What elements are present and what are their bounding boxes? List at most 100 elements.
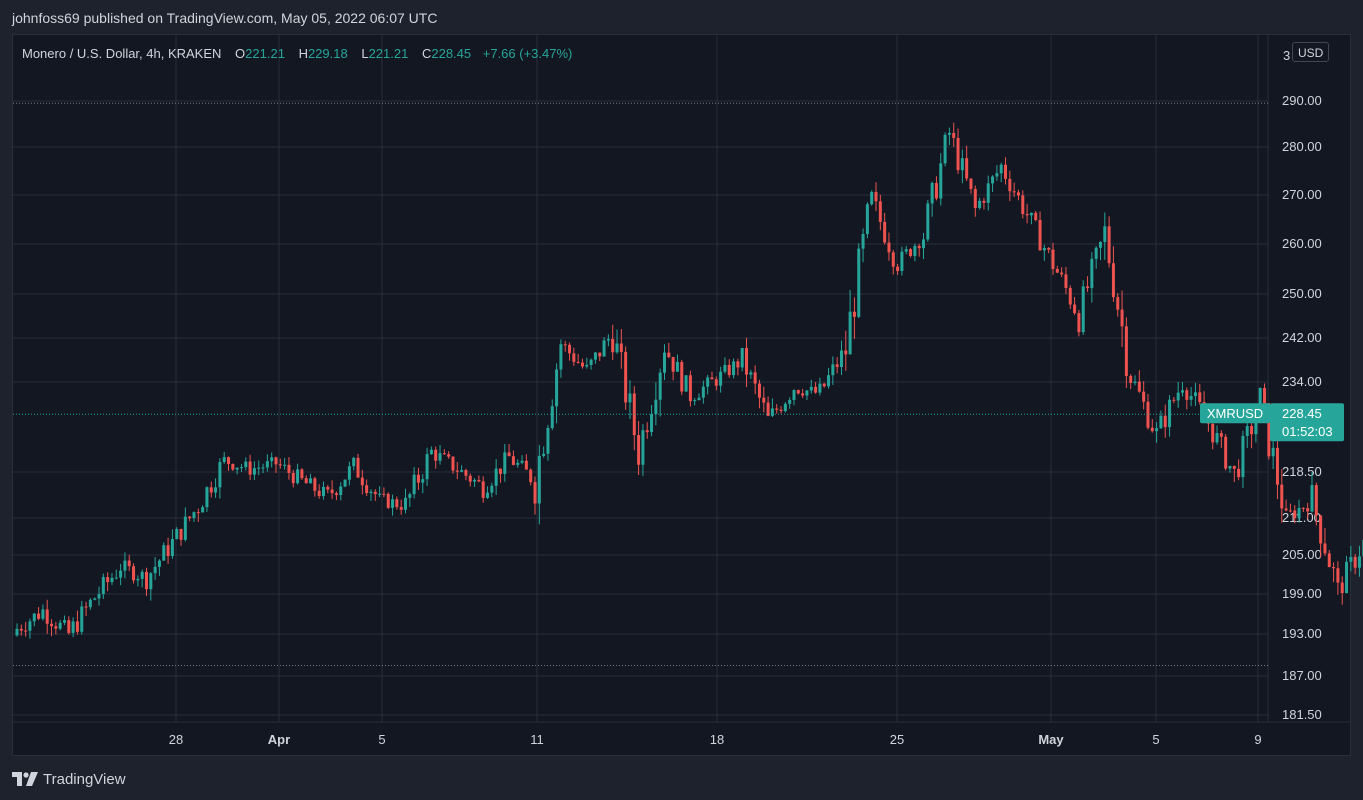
- candle-body[interactable]: [593, 352, 597, 360]
- candle-body[interactable]: [533, 482, 537, 504]
- candle-body[interactable]: [412, 474, 416, 495]
- candle-body[interactable]: [356, 457, 360, 478]
- candle-body[interactable]: [170, 539, 174, 556]
- candle-body[interactable]: [839, 350, 843, 368]
- candle-body[interactable]: [1232, 465, 1236, 469]
- candle-body[interactable]: [1047, 248, 1051, 250]
- candle-body[interactable]: [136, 578, 140, 581]
- candle-body[interactable]: [1327, 553, 1331, 568]
- candle-body[interactable]: [939, 163, 943, 199]
- candle-body[interactable]: [1120, 309, 1124, 327]
- candle-body[interactable]: [145, 571, 148, 590]
- candle-body[interactable]: [943, 134, 947, 164]
- candle-body[interactable]: [1051, 249, 1055, 269]
- symbol-title[interactable]: Monero / U.S. Dollar, 4h, KRAKEN: [22, 46, 222, 61]
- candle-body[interactable]: [723, 364, 727, 372]
- candle-body[interactable]: [101, 577, 105, 595]
- candle-body[interactable]: [757, 383, 761, 398]
- candle-body[interactable]: [291, 473, 295, 484]
- candle-body[interactable]: [1250, 425, 1254, 435]
- candle-body[interactable]: [775, 408, 779, 410]
- candle-body[interactable]: [183, 516, 187, 540]
- candle-body[interactable]: [740, 348, 744, 368]
- candle-body[interactable]: [1111, 263, 1115, 298]
- candle-body[interactable]: [745, 348, 749, 375]
- candle-body[interactable]: [28, 621, 32, 631]
- candle-body[interactable]: [1094, 247, 1098, 259]
- candle-body[interactable]: [783, 403, 787, 412]
- candle-body[interactable]: [149, 573, 153, 590]
- candle-body[interactable]: [555, 369, 559, 407]
- candle-body[interactable]: [1306, 508, 1310, 512]
- candle-body[interactable]: [1271, 447, 1275, 457]
- candle-body[interactable]: [883, 221, 887, 243]
- candle-body[interactable]: [585, 364, 589, 367]
- candle-body[interactable]: [952, 132, 956, 138]
- candle-body[interactable]: [80, 606, 84, 632]
- candle-body[interactable]: [1185, 390, 1189, 400]
- candle-body[interactable]: [1004, 164, 1008, 179]
- candle-body[interactable]: [1254, 416, 1258, 435]
- candle-body[interactable]: [19, 628, 23, 631]
- candle-body[interactable]: [391, 499, 395, 508]
- candle-body[interactable]: [425, 454, 429, 480]
- currency-button[interactable]: USD: [1292, 42, 1330, 62]
- candle-body[interactable]: [1068, 287, 1072, 305]
- candle-body[interactable]: [438, 453, 442, 461]
- candle-body[interactable]: [749, 372, 753, 375]
- candle-body[interactable]: [460, 470, 464, 472]
- candle-body[interactable]: [861, 234, 865, 249]
- candle-body[interactable]: [1086, 286, 1090, 289]
- candle-body[interactable]: [1280, 484, 1284, 509]
- candle-body[interactable]: [192, 512, 196, 519]
- candle-body[interactable]: [529, 469, 533, 483]
- candle-body[interactable]: [991, 176, 995, 184]
- candle-body[interactable]: [1150, 427, 1154, 432]
- candle-body[interactable]: [464, 470, 468, 476]
- candle-body[interactable]: [1263, 387, 1267, 404]
- candle-body[interactable]: [378, 493, 382, 495]
- candle-body[interactable]: [1215, 433, 1219, 443]
- candle-body[interactable]: [1133, 381, 1137, 384]
- candle-body[interactable]: [684, 375, 688, 392]
- candle-body[interactable]: [796, 390, 800, 394]
- candle-body[interactable]: [753, 372, 757, 384]
- candle-body[interactable]: [330, 489, 334, 494]
- candle-body[interactable]: [447, 454, 451, 457]
- candle-body[interactable]: [1081, 286, 1085, 333]
- candle-body[interactable]: [274, 457, 278, 465]
- candle-body[interactable]: [602, 340, 606, 357]
- candle-body[interactable]: [360, 477, 364, 486]
- candle-body[interactable]: [50, 623, 54, 627]
- candle-body[interactable]: [973, 189, 977, 208]
- candle-body[interactable]: [188, 516, 192, 519]
- candle-body[interactable]: [153, 566, 157, 574]
- candle-body[interactable]: [982, 200, 986, 203]
- candle-body[interactable]: [520, 460, 524, 463]
- candle-body[interactable]: [352, 457, 356, 467]
- candle-body[interactable]: [54, 626, 58, 629]
- candle-body[interactable]: [1155, 428, 1159, 432]
- candle-body[interactable]: [309, 478, 313, 484]
- candle-body[interactable]: [516, 462, 520, 465]
- candle-body[interactable]: [339, 486, 343, 496]
- candle-body[interactable]: [481, 481, 485, 498]
- candle-body[interactable]: [870, 191, 874, 205]
- candle-body[interactable]: [1241, 435, 1245, 478]
- candle-body[interactable]: [1025, 213, 1029, 216]
- candle-body[interactable]: [663, 352, 666, 373]
- candle-body[interactable]: [58, 622, 62, 629]
- candle-body[interactable]: [865, 204, 869, 235]
- candle-body[interactable]: [473, 479, 477, 482]
- candle-body[interactable]: [451, 456, 455, 471]
- candle-body[interactable]: [1297, 507, 1301, 519]
- candle-body[interactable]: [503, 452, 507, 474]
- candle-body[interactable]: [201, 507, 205, 513]
- candle-body[interactable]: [762, 397, 766, 403]
- candle-body[interactable]: [235, 467, 239, 470]
- candle-body[interactable]: [688, 375, 692, 402]
- candle-body[interactable]: [978, 200, 982, 208]
- candle-body[interactable]: [67, 620, 71, 633]
- candle-body[interactable]: [261, 467, 265, 469]
- candle-body[interactable]: [88, 599, 92, 608]
